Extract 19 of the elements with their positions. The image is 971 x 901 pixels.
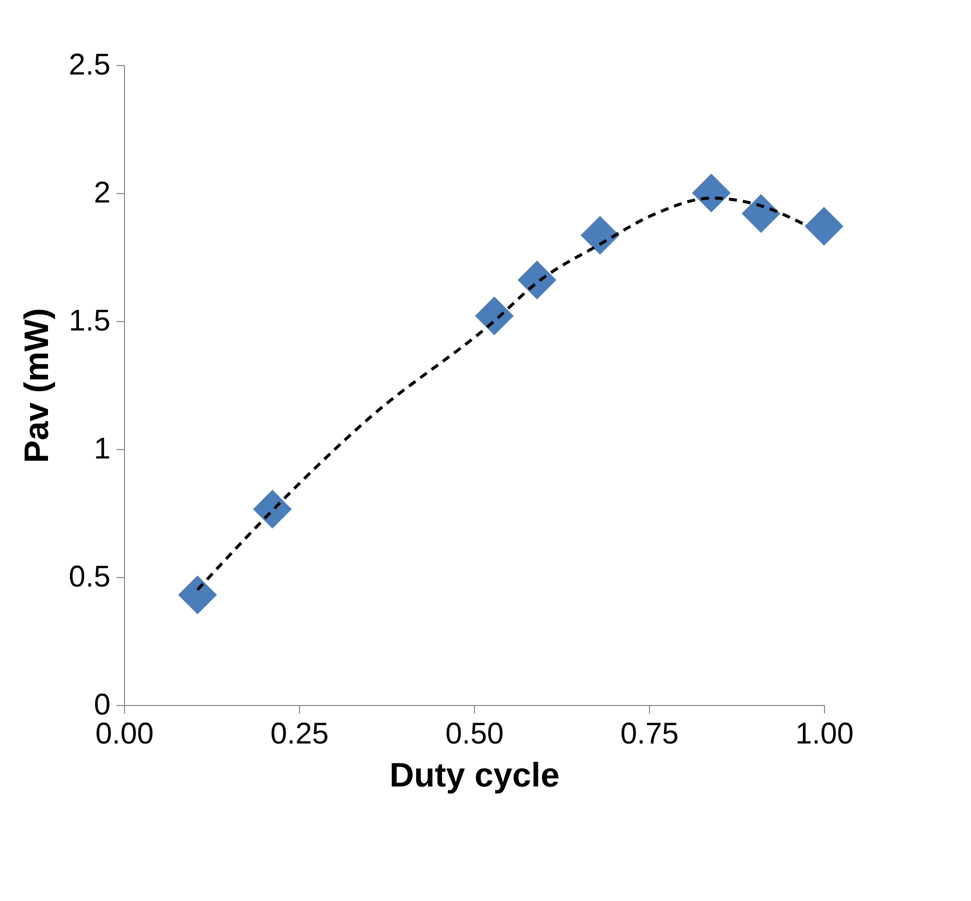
point [804, 206, 844, 246]
point [692, 174, 731, 212]
y-tick-label: 1.5 [68, 304, 110, 338]
point [580, 216, 620, 255]
y-tick-label: 2 [94, 176, 110, 210]
x-tick-label: 1.00 [795, 718, 854, 750]
x-tick-label: 0.50 [445, 718, 504, 750]
point [253, 490, 292, 529]
y-tick-label: 0.5 [68, 560, 110, 594]
y-tick-label: 1 [94, 432, 110, 466]
point [518, 260, 556, 300]
point [178, 576, 217, 614]
x-tick-label: 0.75 [620, 718, 679, 750]
y-axis-title: Pav (mW) [18, 308, 56, 463]
y-tick-label: 2.5 [68, 48, 110, 82]
x-tick-label: 0.25 [270, 718, 329, 750]
x-axis-title: Duty cycle [389, 756, 560, 794]
point [474, 296, 514, 336]
point [742, 194, 780, 233]
